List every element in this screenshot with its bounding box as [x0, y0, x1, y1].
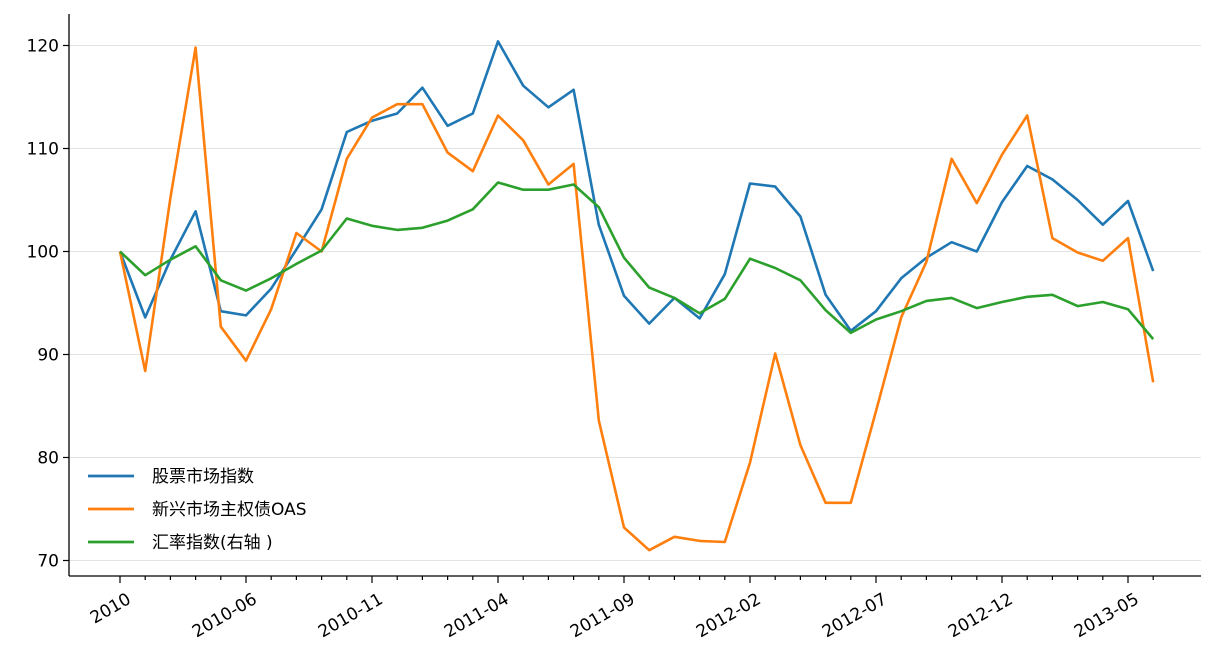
x-tick-label: 2013-05: [1071, 589, 1143, 642]
y-tick-label: 110: [27, 140, 59, 160]
x-tick-label: 2011-09: [567, 589, 639, 642]
x-tick-label: 2010-06: [189, 589, 261, 642]
x-ticks: 2010 2010-06 2010-11 2011-04 2011-09 2012-02 2…: [87, 576, 1154, 642]
y-tick-label: 100: [27, 243, 59, 263]
x-tick-label: 2012-02: [693, 589, 765, 642]
x-tick-label: 2010: [87, 589, 134, 628]
axes: [68, 14, 1201, 577]
y-tick-label: 90: [37, 346, 59, 366]
series-line-2: [119, 181, 1155, 340]
x-tick-label: 2012-12: [945, 589, 1017, 642]
x-tick-label: 2012-07: [819, 589, 891, 642]
series-line-1: [118, 46, 1155, 552]
grid-lines: [69, 45, 1201, 561]
legend-label-1: 新兴市场主权债OAS: [152, 500, 307, 520]
y-tick-label: 80: [37, 449, 59, 469]
series-line-0: [118, 40, 1155, 333]
legend-label-2: 汇率指数(右轴 ): [152, 533, 273, 553]
x-tick-label: 2011-04: [441, 589, 513, 642]
legend-label-0: 股票市场指数: [152, 467, 254, 487]
x-tick-label: 2010-11: [315, 589, 387, 642]
series-lines: [118, 40, 1155, 552]
y-tick-label: 120: [27, 37, 59, 57]
y-ticks: 70 80 90 100 110 120: [27, 37, 69, 572]
y-tick-label: 70: [37, 552, 59, 572]
